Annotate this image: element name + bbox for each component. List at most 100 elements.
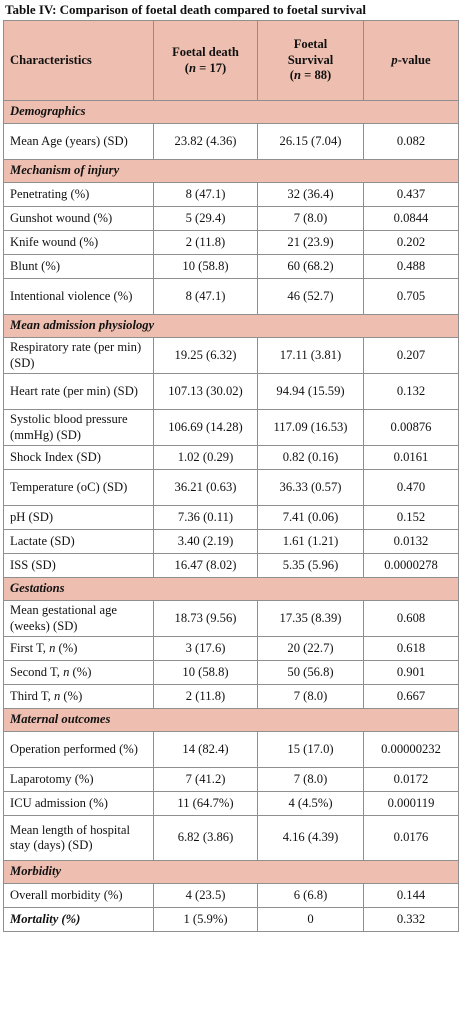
row-label: Respiratory rate (per min) (SD) — [4, 338, 154, 374]
p-value: 0.0172 — [364, 768, 459, 792]
table-row: Heart rate (per min) (SD) 107.13 (30.02) 9… — [4, 374, 459, 410]
section-title: Maternal outcomes — [4, 709, 459, 732]
row-label: pH (SD) — [4, 506, 154, 530]
table-row: Mean length of hospital stay (days) (SD)… — [4, 816, 459, 861]
italic-n: n — [189, 61, 196, 75]
section-header-row: Mechanism of injury — [4, 160, 459, 183]
p-value: 0.0161 — [364, 446, 459, 470]
header-characteristics: Characteristics — [4, 21, 154, 101]
foetal-survival-value: 7 (8.0) — [258, 768, 364, 792]
foetal-survival-value: 4 (4.5%) — [258, 792, 364, 816]
section-title: Demographics — [4, 101, 459, 124]
foetal-survival-value: 117.09 (16.53) — [258, 410, 364, 446]
foetal-survival-value: 17.35 (8.39) — [258, 601, 364, 637]
table-row: Blunt (%) 10 (58.8) 60 (68.2) 0.488 — [4, 255, 459, 279]
row-label: ICU admission (%) — [4, 792, 154, 816]
table-row: Second T, n (%) 10 (58.8) 50 (56.8) 0.901 — [4, 661, 459, 685]
row-label: First T, n (%) — [4, 637, 154, 661]
foetal-death-value: 106.69 (14.28) — [154, 410, 258, 446]
row-label: Gunshot wound (%) — [4, 207, 154, 231]
foetal-death-value: 1.02 (0.29) — [154, 446, 258, 470]
foetal-survival-value: 15 (17.0) — [258, 732, 364, 768]
foetal-death-value: 10 (58.8) — [154, 255, 258, 279]
row-label: Mean length of hospital stay (days) (SD) — [4, 816, 154, 861]
table-row: Knife wound (%) 2 (11.8) 21 (23.9) 0.202 — [4, 231, 459, 255]
italic-n: n — [54, 689, 60, 703]
section-header-row: Maternal outcomes — [4, 709, 459, 732]
section-header-row: Mean admission physiology — [4, 315, 459, 338]
italic-n: n — [294, 68, 301, 82]
foetal-survival-value: 0.82 (0.16) — [258, 446, 364, 470]
row-label: Overall morbidity (%) — [4, 884, 154, 908]
header-foetal-death-n: (n = 17) — [185, 61, 226, 75]
comparison-table: Characteristics Foetal death (n = 17) Fo… — [3, 20, 459, 932]
p-value: 0.332 — [364, 908, 459, 932]
row-label: Shock Index (SD) — [4, 446, 154, 470]
foetal-survival-value: 4.16 (4.39) — [258, 816, 364, 861]
table-row: Shock Index (SD) 1.02 (0.29) 0.82 (0.16) 0.… — [4, 446, 459, 470]
row-label: Heart rate (per min) (SD) — [4, 374, 154, 410]
row-label: Penetrating (%) — [4, 183, 154, 207]
table-row: Mean Age (years) (SD) 23.82 (4.36) 26.15 (… — [4, 124, 459, 160]
row-label: Intentional violence (%) — [4, 279, 154, 315]
foetal-death-value: 3.40 (2.19) — [154, 530, 258, 554]
p-value: 0.0000278 — [364, 554, 459, 578]
foetal-survival-value: 6 (6.8) — [258, 884, 364, 908]
foetal-death-value: 7 (41.2) — [154, 768, 258, 792]
p-value: 0.470 — [364, 470, 459, 506]
foetal-death-value: 36.21 (0.63) — [154, 470, 258, 506]
row-label: Third T, n (%) — [4, 685, 154, 709]
p-value: 0.0176 — [364, 816, 459, 861]
foetal-death-value: 3 (17.6) — [154, 637, 258, 661]
table-caption: Table IV: Comparison of foetal death com… — [3, 3, 458, 20]
p-value: 0.132 — [364, 374, 459, 410]
p-value: 0.082 — [364, 124, 459, 160]
table-row: Laparotomy (%) 7 (41.2) 7 (8.0) 0.0172 — [4, 768, 459, 792]
italic-n: n — [49, 641, 55, 655]
foetal-death-value: 8 (47.1) — [154, 183, 258, 207]
row-label: Knife wound (%) — [4, 231, 154, 255]
header-foetal-death-label: Foetal death — [172, 45, 239, 59]
foetal-death-value: 7.36 (0.11) — [154, 506, 258, 530]
foetal-death-value: 23.82 (4.36) — [154, 124, 258, 160]
row-label: Mean Age (years) (SD) — [4, 124, 154, 160]
header-foetal-survival-label-1: Foetal — [294, 37, 328, 51]
header-foetal-survival-n: (n = 88) — [290, 68, 331, 82]
p-value: 0.000119 — [364, 792, 459, 816]
foetal-survival-value: 1.61 (1.21) — [258, 530, 364, 554]
italic-p: p — [391, 53, 397, 67]
foetal-death-value: 18.73 (9.56) — [154, 601, 258, 637]
foetal-death-value: 2 (11.8) — [154, 685, 258, 709]
foetal-survival-value: 32 (36.4) — [258, 183, 364, 207]
table-row: Systolic blood pressure (mmHg) (SD) 106.6… — [4, 410, 459, 446]
p-value: 0.667 — [364, 685, 459, 709]
header-foetal-survival-label-2: Survival — [288, 53, 334, 67]
row-label: Temperature (oC) (SD) — [4, 470, 154, 506]
foetal-death-value: 8 (47.1) — [154, 279, 258, 315]
p-value: 0.488 — [364, 255, 459, 279]
p-value: 0.608 — [364, 601, 459, 637]
p-value: 0.618 — [364, 637, 459, 661]
table-row: Temperature (oC) (SD) 36.21 (0.63) 36.33 (… — [4, 470, 459, 506]
p-value: 0.144 — [364, 884, 459, 908]
header-p-value: p-value — [364, 21, 459, 101]
foetal-survival-value: 0 — [258, 908, 364, 932]
table-row: ISS (SD) 16.47 (8.02) 5.35 (5.96) 0.0000278 — [4, 554, 459, 578]
foetal-survival-value: 17.11 (3.81) — [258, 338, 364, 374]
header-foetal-death: Foetal death (n = 17) — [154, 21, 258, 101]
p-value: 0.00000232 — [364, 732, 459, 768]
foetal-survival-value: 26.15 (7.04) — [258, 124, 364, 160]
section-title: Mechanism of injury — [4, 160, 459, 183]
table-row: Overall morbidity (%) 4 (23.5) 6 (6.8) 0.14… — [4, 884, 459, 908]
section-header-row: Morbidity — [4, 861, 459, 884]
foetal-survival-value: 50 (56.8) — [258, 661, 364, 685]
foetal-survival-value: 46 (52.7) — [258, 279, 364, 315]
foetal-death-value: 10 (58.8) — [154, 661, 258, 685]
table-row: ICU admission (%) 11 (64.7%) 4 (4.5%) 0.000… — [4, 792, 459, 816]
section-header-row: Demographics — [4, 101, 459, 124]
section-title: Mean admission physiology — [4, 315, 459, 338]
foetal-survival-value: 21 (23.9) — [258, 231, 364, 255]
table-row: First T, n (%) 3 (17.6) 20 (22.7) 0.618 — [4, 637, 459, 661]
row-label: Laparotomy (%) — [4, 768, 154, 792]
table-body: Demographics Mean Age (years) (SD) 23.82 (… — [4, 101, 459, 932]
